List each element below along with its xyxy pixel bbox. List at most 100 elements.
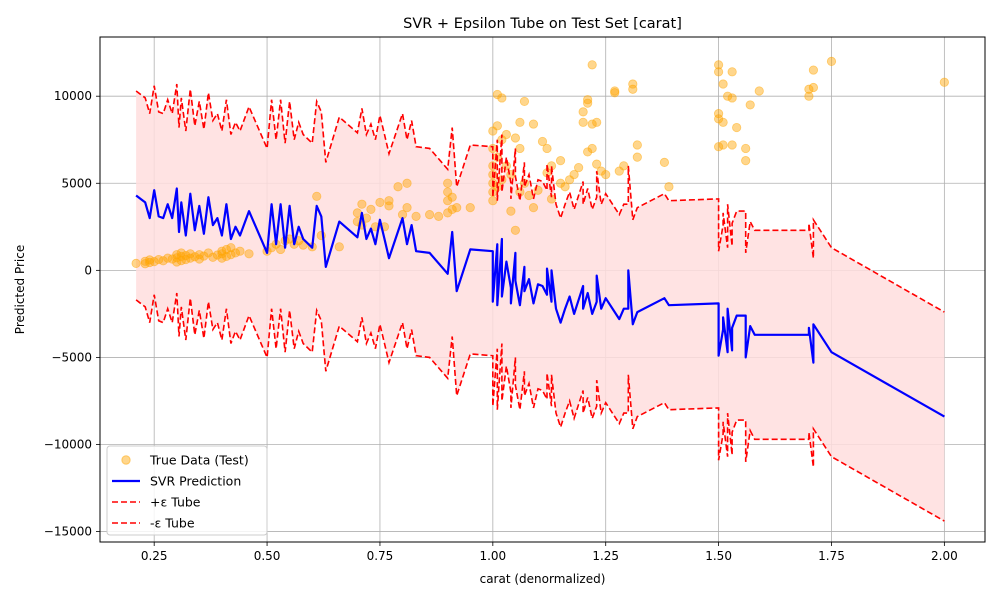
plus-epsilon-line (135, 83, 945, 313)
scatter-point (443, 178, 453, 188)
scatter-point (727, 93, 737, 103)
x-axis-title: carat (denormalized) (480, 572, 606, 586)
prediction-line (135, 187, 945, 418)
scatter-point (587, 143, 597, 154)
x-tick-label: 1.75 (818, 549, 845, 563)
scatter-point (501, 129, 511, 140)
scatter-point (732, 122, 742, 133)
scatter-point (569, 169, 579, 180)
scatter-point (555, 156, 566, 166)
scatter-point (713, 109, 724, 119)
scatter-point (208, 252, 218, 262)
scatter-point (614, 166, 624, 176)
x-tick-label: 0.50 (254, 549, 281, 563)
scatter-point (402, 203, 412, 213)
legend: True Data (Test) SVR Prediction +ε Tube -ε … (106, 445, 268, 536)
scatter-point (528, 203, 539, 213)
x-tick-label: 1.00 (479, 549, 506, 563)
scatter-series (131, 56, 949, 269)
scatter-point (393, 182, 403, 192)
scatter-point (515, 117, 525, 127)
legend-label: True Data (Test) (149, 453, 249, 468)
scatter-point (659, 157, 670, 167)
scatter-point (564, 175, 575, 185)
scatter-point (190, 252, 200, 262)
scatter-point (510, 225, 521, 235)
scatter-point (528, 119, 539, 129)
scatter-point (826, 56, 837, 66)
legend-box (106, 445, 268, 536)
scatter-point (718, 140, 728, 150)
x-tick-label: 0.25 (141, 549, 168, 563)
x-tick-label: 1.25 (592, 549, 619, 563)
epsilon-tube-area (136, 84, 945, 522)
scatter-point (452, 203, 462, 213)
x-tick-label: 1.50 (705, 549, 732, 563)
scatter-point (741, 143, 751, 154)
prediction-series (135, 187, 945, 418)
scatter-point (384, 196, 394, 206)
y-tick-label: −15000 (44, 525, 92, 539)
scatter-point (375, 197, 385, 208)
scatter-point (713, 60, 724, 70)
scatter-point (411, 211, 421, 221)
scatter-point (718, 79, 728, 89)
y-tick-label: −5000 (51, 350, 92, 364)
scatter-point (199, 251, 209, 261)
legend-label: +ε Tube (150, 495, 201, 510)
scatter-point (718, 117, 728, 127)
scatter-point (492, 121, 502, 131)
scatter-point (357, 199, 367, 209)
scatter-point (235, 246, 245, 256)
legend-label: -ε Tube (150, 516, 195, 531)
scatter-point (741, 156, 751, 166)
scatter-point (276, 244, 286, 255)
y-tick-label: 10000 (54, 89, 92, 103)
x-tick-label: 2.00 (931, 549, 958, 563)
scatter-point (578, 117, 588, 127)
scatter-point (131, 258, 141, 268)
scatter-point (334, 242, 344, 252)
scatter-point (488, 196, 498, 206)
scatter-point (312, 191, 322, 201)
scatter-point (574, 163, 584, 173)
legend-marker (121, 455, 131, 465)
scatter-point (727, 67, 737, 77)
x-tick-label: 0.75 (367, 549, 394, 563)
scatter-point (592, 117, 602, 127)
scatter-point (425, 210, 435, 220)
scatter-point (402, 178, 412, 188)
y-tick-label: 5000 (61, 176, 92, 190)
scatter-point (185, 249, 195, 259)
scatter-point (727, 140, 737, 150)
scatter-point (713, 67, 724, 77)
scatter-point (632, 152, 642, 162)
scatter-point (804, 91, 814, 101)
scatter-point (628, 84, 638, 94)
y-tick-label: −10000 (44, 437, 92, 451)
scatter-point (244, 249, 254, 259)
scatter-point (384, 201, 394, 211)
scatter-point (158, 256, 168, 266)
scatter-point (447, 192, 457, 202)
scatter-point (510, 133, 521, 143)
scatter-point (560, 182, 570, 192)
scatter-point (226, 243, 236, 253)
scatter-point (619, 161, 629, 171)
minus-epsilon-line (135, 292, 945, 522)
scatter-point (628, 79, 638, 89)
scatter-point (754, 86, 764, 96)
scatter-point (745, 100, 755, 110)
x-axis-ticks: 0.25 0.50 0.75 1.00 1.25 1.50 1.75 2.00 (141, 542, 958, 563)
scatter-point (808, 82, 819, 93)
chart-title: SVR + Epsilon Tube on Test Set [carat] (403, 16, 682, 32)
epsilon-tube-fill (136, 84, 945, 522)
y-axis-title: Predicted Price (13, 245, 27, 334)
scatter-point (537, 136, 548, 147)
scatter-point (298, 240, 308, 250)
scatter-point (664, 182, 674, 192)
scatter-point (506, 206, 516, 216)
y-tick-label: 0 (84, 263, 92, 277)
scatter-point (592, 159, 602, 169)
